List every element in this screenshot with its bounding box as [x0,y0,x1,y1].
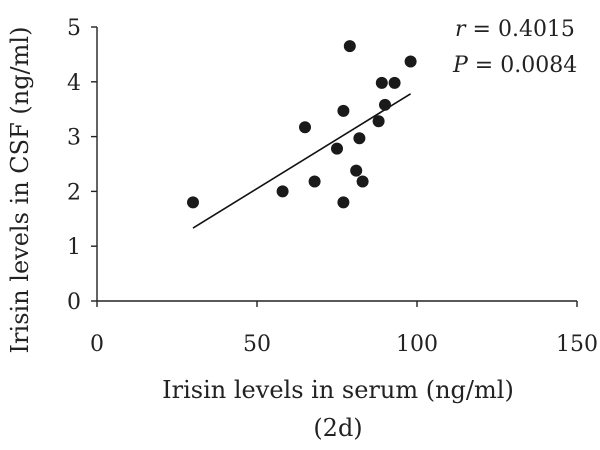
p-annotation: P = 0.0084 [452,53,577,78]
data-point [187,196,199,209]
axes [91,26,578,307]
x-axis-title: Irisin levels in serum (ng/ml) [162,376,514,404]
data-point [388,76,401,89]
data-point [337,196,350,209]
data-point [276,185,289,198]
data-point [404,55,417,68]
y-tick-label: 3 [67,126,81,151]
data-point [299,121,311,134]
y-tick-label: 5 [67,16,81,41]
data-point [353,132,366,145]
x-axis-subtitle: (2d) [313,414,362,442]
y-tick-label: 0 [67,290,81,315]
y-tick-label: 2 [67,180,81,205]
data-point [308,175,321,188]
y-tick-label: 4 [67,71,81,96]
x-tick-label: 0 [90,332,104,357]
data-point [379,98,391,111]
data-point [331,142,343,155]
x-tick-label: 100 [396,332,438,357]
r-annotation: r = 0.4015 [455,17,575,42]
y-axis-title: Irisin levels in CSF (ng/ml) [6,27,34,354]
data-point [343,40,356,53]
data-point [356,175,369,188]
r-value: = 0.4015 [466,17,575,42]
r-symbol: r [455,17,467,42]
trendline [192,93,412,229]
data-point [372,115,385,128]
y-tick-label: 1 [67,235,81,260]
data-point [375,76,388,89]
data-point [337,104,350,117]
p-symbol: P [452,53,469,78]
data-point [350,164,363,177]
p-value: = 0.0084 [468,53,577,78]
trendline-group [192,93,412,229]
x-tick-label: 150 [556,332,598,357]
x-tick-label: 50 [243,332,271,357]
data-points [187,40,417,209]
